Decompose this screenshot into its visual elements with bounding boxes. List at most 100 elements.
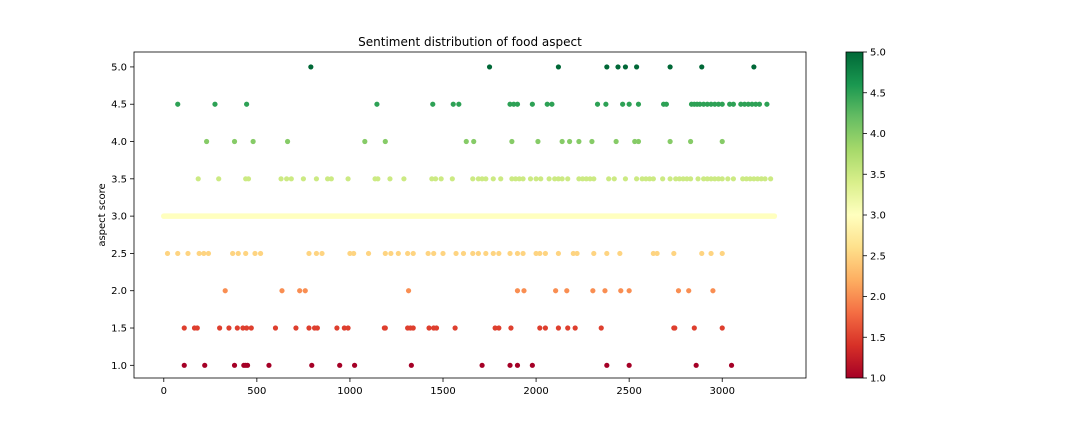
data-point bbox=[365, 250, 372, 257]
data-point bbox=[313, 176, 320, 182]
data-point bbox=[511, 101, 517, 107]
data-point bbox=[634, 176, 640, 182]
data-point bbox=[453, 250, 459, 257]
data-point bbox=[699, 64, 705, 70]
data-point bbox=[205, 250, 212, 257]
data-point bbox=[347, 250, 353, 257]
data-point bbox=[514, 288, 521, 294]
data-point bbox=[727, 101, 733, 107]
data-point bbox=[460, 250, 467, 257]
data-point bbox=[546, 176, 552, 182]
data-point bbox=[234, 325, 240, 331]
data-point bbox=[603, 101, 609, 107]
data-point bbox=[533, 250, 539, 257]
data-point bbox=[542, 325, 548, 331]
data-point bbox=[708, 176, 714, 182]
data-point bbox=[542, 250, 548, 257]
data-point bbox=[471, 138, 477, 145]
data-point bbox=[486, 64, 493, 70]
data-point bbox=[450, 101, 456, 107]
data-point bbox=[613, 138, 619, 145]
data-point bbox=[691, 325, 697, 331]
data-point bbox=[483, 250, 489, 257]
data-point bbox=[382, 138, 388, 145]
data-point bbox=[334, 325, 340, 331]
data-point bbox=[470, 250, 476, 257]
data-point bbox=[704, 101, 710, 107]
data-point bbox=[328, 176, 334, 182]
x-tick-label: 2000 bbox=[523, 386, 548, 397]
data-point bbox=[375, 176, 381, 182]
data-point bbox=[537, 325, 543, 331]
data-point bbox=[222, 288, 228, 294]
data-point bbox=[302, 288, 308, 294]
data-point bbox=[672, 325, 678, 331]
data-point bbox=[756, 101, 763, 107]
data-point bbox=[201, 250, 207, 257]
data-point bbox=[591, 250, 597, 257]
data-point bbox=[440, 250, 446, 257]
data-point bbox=[252, 250, 258, 257]
data-point bbox=[306, 250, 312, 257]
data-point bbox=[755, 176, 761, 182]
data-point bbox=[309, 362, 315, 368]
data-point bbox=[611, 176, 617, 182]
data-point bbox=[161, 213, 167, 219]
data-point bbox=[226, 325, 232, 331]
data-point bbox=[507, 362, 513, 368]
colorbar-tick-label: 1.5 bbox=[870, 333, 886, 344]
data-point bbox=[650, 176, 656, 182]
data-point bbox=[604, 250, 610, 257]
data-point bbox=[576, 176, 582, 182]
data-point bbox=[673, 176, 679, 182]
data-point bbox=[217, 325, 223, 331]
data-point bbox=[278, 176, 284, 182]
scatter-plot: 0 500 1000 1500 2000 2500 3000 1.0 1.5 2.0 2.5 3.0 3… bbox=[111, 62, 778, 397]
data-point bbox=[496, 325, 502, 331]
data-point bbox=[429, 176, 435, 182]
data-point bbox=[401, 176, 407, 182]
data-point bbox=[626, 101, 632, 107]
data-point bbox=[507, 101, 513, 107]
data-point bbox=[570, 250, 576, 257]
data-point bbox=[728, 362, 735, 368]
data-point bbox=[293, 325, 299, 331]
data-point bbox=[405, 288, 412, 294]
data-point bbox=[606, 176, 612, 182]
data-point bbox=[514, 250, 521, 257]
data-point bbox=[516, 176, 522, 182]
y-tick-label: 1.0 bbox=[111, 361, 127, 372]
colorbar-tick-label: 2.0 bbox=[870, 292, 886, 303]
data-point bbox=[604, 362, 610, 368]
data-point bbox=[591, 176, 597, 182]
data-point bbox=[382, 250, 388, 257]
data-point bbox=[425, 250, 431, 257]
data-point bbox=[632, 138, 638, 145]
y-tick-label: 2.5 bbox=[111, 249, 127, 260]
chart-title: Sentiment distribution of food aspect bbox=[358, 35, 582, 49]
data-point bbox=[719, 250, 725, 257]
data-point bbox=[572, 325, 578, 331]
data-point bbox=[704, 176, 710, 182]
data-point bbox=[675, 288, 682, 294]
data-point bbox=[244, 101, 250, 107]
data-point bbox=[751, 64, 757, 70]
data-point bbox=[492, 325, 498, 331]
data-point bbox=[559, 138, 565, 145]
data-point bbox=[388, 250, 394, 257]
data-point bbox=[587, 176, 593, 182]
data-point bbox=[513, 176, 519, 182]
data-point bbox=[687, 176, 694, 182]
data-point bbox=[747, 176, 753, 182]
data-point bbox=[449, 176, 455, 182]
data-point bbox=[725, 176, 731, 182]
data-point bbox=[382, 325, 388, 331]
data-point bbox=[634, 64, 640, 70]
data-point bbox=[297, 288, 303, 294]
data-point bbox=[216, 176, 222, 182]
colorbar-tick-label: 1.0 bbox=[870, 374, 886, 385]
data-point bbox=[617, 250, 623, 257]
colorbar-gradient bbox=[845, 51, 864, 379]
data-point bbox=[196, 250, 202, 257]
